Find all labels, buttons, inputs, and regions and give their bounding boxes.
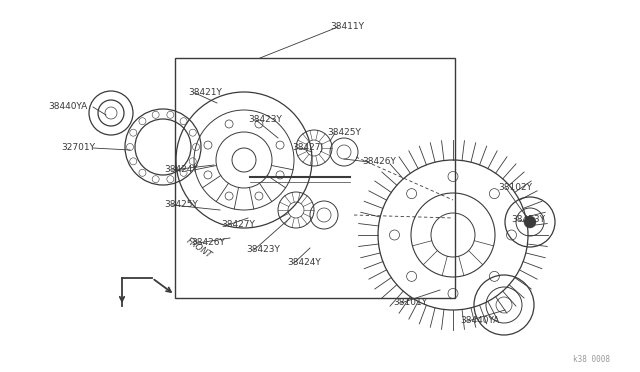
Text: 32701Y: 32701Y <box>61 143 95 152</box>
Text: 38425Y: 38425Y <box>164 200 198 209</box>
Text: 38424Y: 38424Y <box>287 258 321 267</box>
Text: 38102Y: 38102Y <box>498 183 532 192</box>
Text: 38426Y: 38426Y <box>362 157 396 166</box>
Text: k38 0008: k38 0008 <box>573 355 610 364</box>
Text: FRONT: FRONT <box>185 236 214 260</box>
Circle shape <box>524 216 536 228</box>
Text: 38440YA: 38440YA <box>48 102 87 111</box>
Text: 38453Y: 38453Y <box>511 215 545 224</box>
Text: 38426Y: 38426Y <box>191 238 225 247</box>
Text: 38423Y: 38423Y <box>248 115 282 124</box>
Text: 38423Y: 38423Y <box>246 245 280 254</box>
Text: 38427J: 38427J <box>292 143 323 152</box>
Text: 38427Y: 38427Y <box>221 220 255 229</box>
Text: 38424Y: 38424Y <box>164 165 198 174</box>
Bar <box>175 58 455 298</box>
Text: 38440YA: 38440YA <box>460 316 499 325</box>
Text: 38421Y: 38421Y <box>188 88 222 97</box>
Text: 38411Y: 38411Y <box>330 22 364 31</box>
Text: 38101Y: 38101Y <box>393 298 427 307</box>
Text: 38425Y: 38425Y <box>327 128 361 137</box>
